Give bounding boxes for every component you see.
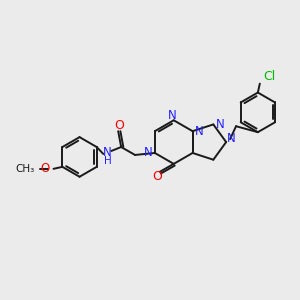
Text: N: N bbox=[195, 125, 204, 138]
Text: H: H bbox=[104, 156, 112, 166]
Text: N: N bbox=[216, 118, 225, 131]
Text: N: N bbox=[143, 146, 152, 160]
Text: N: N bbox=[168, 109, 177, 122]
Text: O: O bbox=[152, 170, 162, 183]
Text: O: O bbox=[114, 119, 124, 132]
Text: O: O bbox=[40, 162, 50, 175]
Text: Cl: Cl bbox=[263, 70, 275, 83]
Text: N: N bbox=[227, 132, 236, 145]
Text: N: N bbox=[103, 146, 112, 160]
Text: CH₃: CH₃ bbox=[15, 164, 35, 174]
